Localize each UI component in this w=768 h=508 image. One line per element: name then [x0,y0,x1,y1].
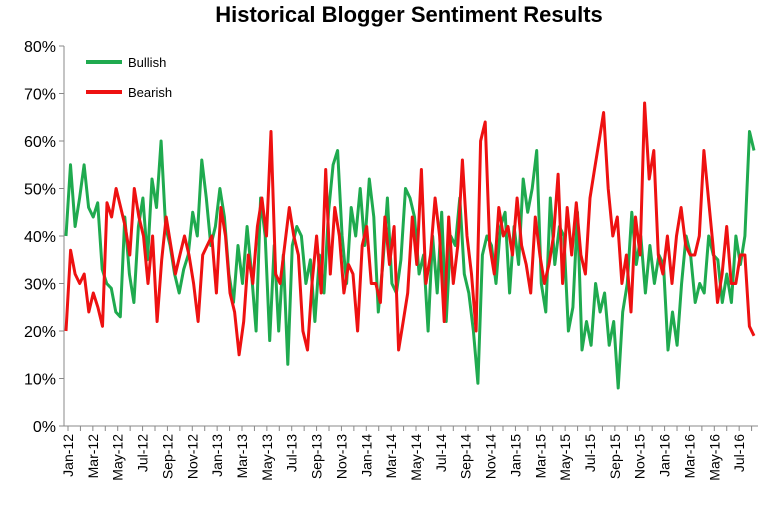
y-tick-label: 80% [24,39,56,56]
x-tick-label: Jan-12 [60,434,76,477]
x-tick-label: Mar-15 [532,434,548,479]
x-tick-label: May-14 [408,434,424,481]
y-tick-label: 20% [24,324,56,341]
x-tick-label: Jan-16 [657,434,673,477]
legend-label-bullish: Bullish [128,55,166,70]
x-tick-label: Nov-14 [483,434,499,479]
x-tick-label: Mar-14 [383,434,399,479]
x-tick-label: Jan-15 [507,434,523,477]
x-tick-label: May-13 [259,434,275,481]
x-tick-label: Sep-13 [309,434,325,479]
y-tick-label: 50% [24,182,56,199]
x-tick-label: Mar-12 [85,434,101,479]
x-tick-label: Jul-14 [433,434,449,472]
x-tick-label: Nov-13 [333,434,349,479]
legend-label-bearish: Bearish [128,85,172,100]
y-tick-label: 40% [24,229,56,246]
y-tick-label: 10% [24,372,56,389]
x-tick-label: Sep-12 [159,434,175,479]
chart-title: Historical Blogger Sentiment Results [215,2,603,27]
x-tick-label: Jul-13 [284,434,300,472]
x-tick-label: Nov-15 [632,434,648,479]
x-tick-label: Jul-12 [135,434,151,472]
x-axis: Jan-12 Mar-12 May-12 Jul-12 Sep-12 Nov-12 Jan-… [60,426,753,481]
y-axis: 0% 10% 20% 30% 40% 50% 60% 70% 80% [24,39,64,436]
x-tick-label: Mar-13 [234,434,250,479]
y-tick-label: 0% [33,419,56,436]
series-group [64,101,756,390]
y-tick-label: 70% [24,87,56,104]
legend: Bullish Bearish [86,55,172,100]
x-tick-label: May-16 [706,434,722,481]
x-tick-label: May-15 [557,434,573,481]
y-tick-label: 30% [24,277,56,294]
x-tick-label: Jul-15 [582,434,598,472]
x-tick-label: Jul-16 [731,434,747,472]
x-tick-label: Jan-13 [209,434,225,477]
x-tick-label: Sep-14 [458,434,474,479]
x-tick-label: May-12 [110,434,126,481]
x-tick-label: Sep-15 [607,434,623,479]
x-tick-label: Nov-12 [184,434,200,479]
series-line-bearish [64,101,756,357]
x-tick-label: Mar-16 [681,434,697,479]
x-tick-label: Jan-14 [358,434,374,477]
y-tick-label: 60% [24,134,56,151]
